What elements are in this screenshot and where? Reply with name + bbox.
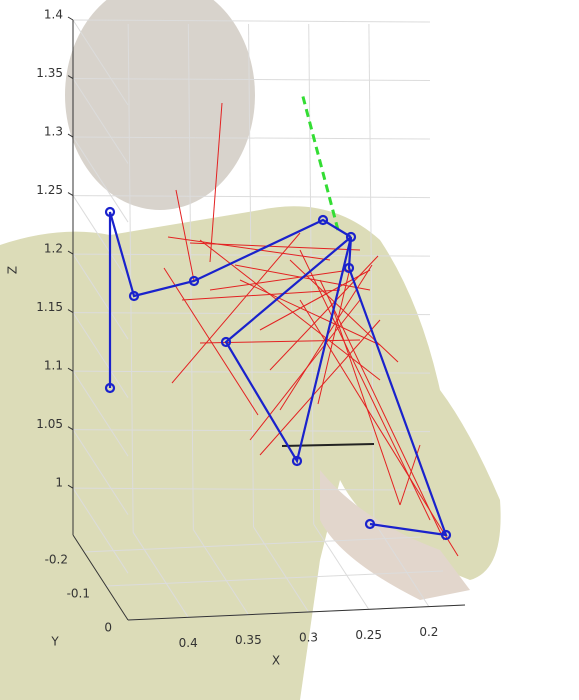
z-grid-line — [72, 19, 431, 23]
z-tick — [67, 309, 74, 314]
z-tick — [67, 75, 74, 79]
x-axis-label: X — [272, 654, 280, 668]
x-grid-line — [192, 529, 249, 615]
z-grid-line — [72, 370, 129, 457]
x-grid-line — [253, 526, 309, 613]
y-axis-label: Y — [50, 635, 59, 649]
z-tick — [67, 367, 74, 372]
z-tick-label: 1.35 — [36, 66, 63, 80]
z-tick — [67, 426, 74, 431]
black-segment — [281, 443, 375, 447]
z-tick — [67, 484, 74, 489]
x-grid-line — [368, 23, 375, 522]
z-tick — [67, 16, 74, 21]
z-grid-line — [72, 429, 129, 515]
y-tick-label: -0.2 — [45, 553, 68, 567]
y-tick-label: 0 — [104, 621, 112, 635]
x-tick-label: 0.35 — [235, 633, 262, 647]
z-tick-label: 1.25 — [36, 183, 63, 197]
y-tick-label: -0.1 — [67, 587, 90, 601]
z-tick — [67, 133, 74, 138]
x-tick-label: 0.2 — [419, 625, 438, 639]
x-axis — [127, 604, 466, 621]
z-tick-label: 1.15 — [36, 300, 63, 314]
x-tick-label: 0.3 — [299, 630, 318, 644]
z-grid-line — [72, 253, 431, 257]
z-tick-label: 1.3 — [44, 125, 63, 139]
z-grid-line — [72, 78, 431, 82]
z-tick-label: 1.05 — [36, 417, 63, 431]
z-grid-line — [72, 136, 129, 223]
z-grid-line — [72, 19, 129, 106]
skeleton — [104, 206, 452, 541]
x-grid-line — [187, 23, 194, 530]
z-grid-line — [72, 78, 129, 164]
z-tick-label: 1.4 — [44, 8, 63, 22]
axes: 1.4 1.35 1.3 1.25 1.2 1.15 1.1 1.05 1 0.4 0.35 0.3 0… — [6, 8, 466, 668]
x-tick-label: 0.4 — [179, 636, 198, 650]
z-grid-line — [72, 195, 129, 281]
z-tick-label: 1.1 — [44, 359, 63, 373]
z-grid-line — [72, 487, 129, 574]
x-grid-line — [248, 23, 255, 527]
x-grid-line — [132, 532, 189, 618]
y-grid-line — [105, 570, 444, 587]
z-tick-label: 1 — [55, 476, 63, 490]
z-tick — [67, 250, 74, 255]
z-tick — [67, 192, 74, 196]
x-grid-line — [313, 524, 370, 610]
z-tick-label: 1.2 — [44, 242, 63, 256]
y-grid-line — [83, 536, 422, 553]
z-axis-label: Z — [6, 266, 20, 274]
background-person — [0, 0, 501, 700]
y-axis — [72, 534, 129, 621]
x-grid-line — [373, 521, 430, 607]
x-tick-label: 0.25 — [355, 628, 382, 642]
z-grid-line — [72, 312, 129, 398]
direction-arrow — [300, 92, 340, 231]
x-grid-line — [127, 23, 134, 533]
z-grid-line — [72, 253, 129, 340]
